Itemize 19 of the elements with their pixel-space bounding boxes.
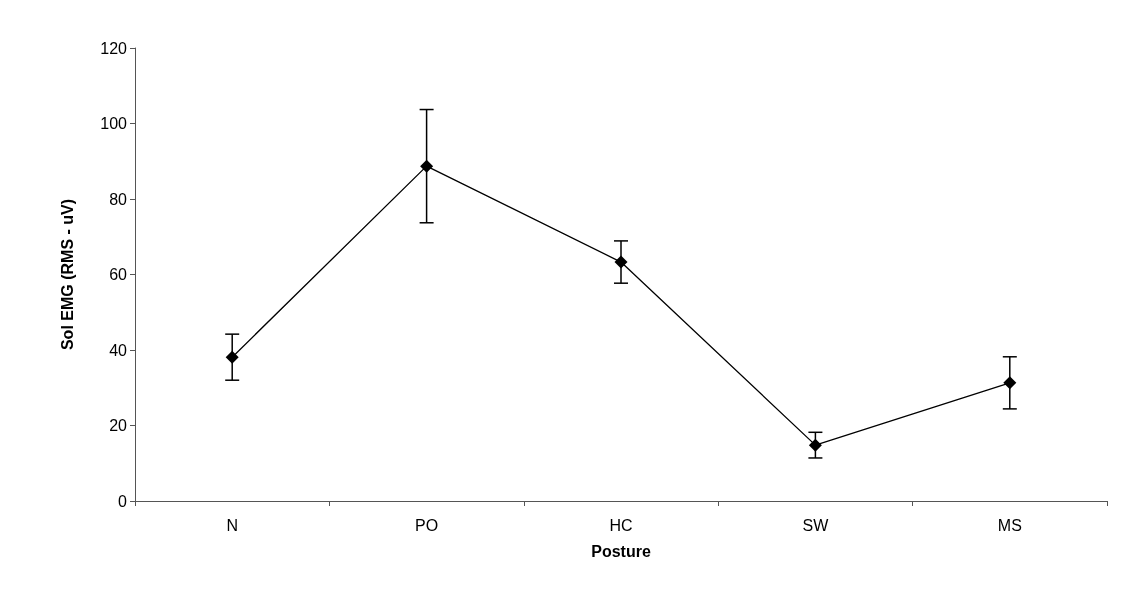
point xyxy=(225,350,239,364)
x-axis-title: Posture xyxy=(591,542,651,560)
y-tick-label: 20 xyxy=(109,417,128,434)
x-tick-label: N xyxy=(226,516,238,534)
point xyxy=(1003,376,1017,390)
y-axis-title: Sol EMG (RMS - uV) xyxy=(58,198,76,351)
point xyxy=(808,438,822,452)
point xyxy=(614,255,628,269)
y-tick-label: 120 xyxy=(100,39,128,57)
x-tick-label: MS xyxy=(997,516,1022,534)
y-tick-label: 60 xyxy=(109,266,128,283)
y-tick-label: 100 xyxy=(100,115,128,132)
x-tick-label: PO xyxy=(415,516,439,534)
y-tick-label: 40 xyxy=(109,341,128,359)
point xyxy=(420,159,434,173)
x-tick-label: HC xyxy=(609,516,633,534)
y-tick-label: 0 xyxy=(118,492,128,510)
x-tick-label: SW xyxy=(802,516,830,534)
y-tick-label: 80 xyxy=(109,190,128,208)
